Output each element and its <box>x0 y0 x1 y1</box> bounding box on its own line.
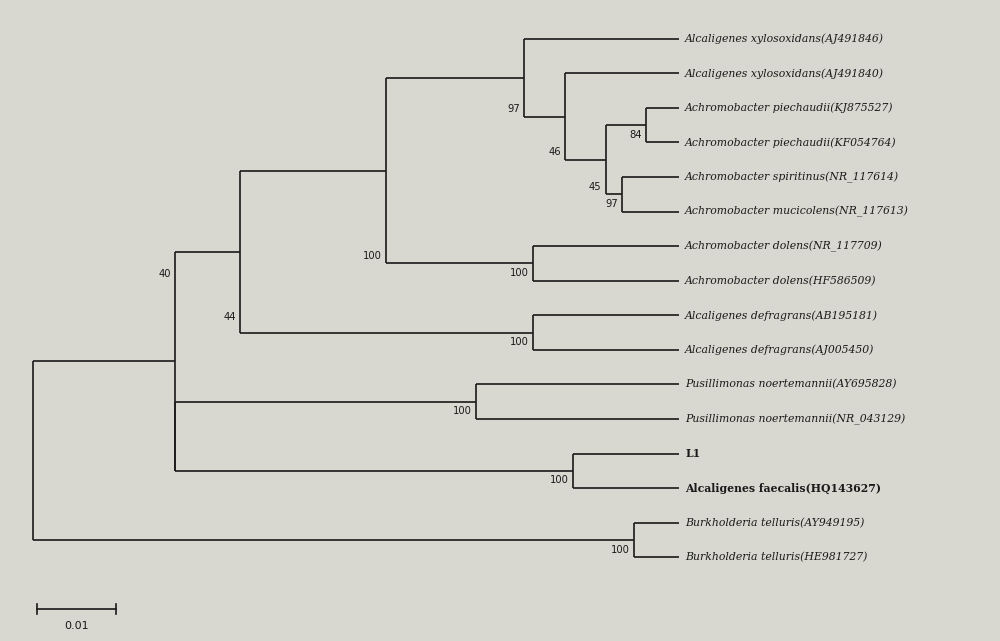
Text: 44: 44 <box>223 312 236 322</box>
Text: 84: 84 <box>630 129 642 140</box>
Text: Achromobacter piechaudii(KF054764): Achromobacter piechaudii(KF054764) <box>685 137 897 147</box>
Text: Alcaligenes defragrans(AB195181): Alcaligenes defragrans(AB195181) <box>685 310 878 320</box>
Text: 100: 100 <box>611 545 630 554</box>
Text: 100: 100 <box>510 337 528 347</box>
Text: 45: 45 <box>589 181 602 192</box>
Text: 97: 97 <box>508 104 520 113</box>
Text: 100: 100 <box>510 268 528 278</box>
Text: Burkholderia telluris(AY949195): Burkholderia telluris(AY949195) <box>685 517 865 528</box>
Text: Alcaligenes xylosoxidans(AJ491846): Alcaligenes xylosoxidans(AJ491846) <box>685 33 884 44</box>
Text: Burkholderia telluris(HE981727): Burkholderia telluris(HE981727) <box>685 552 868 562</box>
Text: 46: 46 <box>548 147 561 157</box>
Text: Pusillimonas noertemannii(AY695828): Pusillimonas noertemannii(AY695828) <box>685 379 897 390</box>
Text: 97: 97 <box>605 199 618 209</box>
Text: Alcaligenes defragrans(AJ005450): Alcaligenes defragrans(AJ005450) <box>685 345 875 355</box>
Text: Alcaligenes faecalis(HQ143627): Alcaligenes faecalis(HQ143627) <box>685 483 881 494</box>
Text: L1: L1 <box>685 448 701 459</box>
Text: Achromobacter dolens(NR_117709): Achromobacter dolens(NR_117709) <box>685 240 883 252</box>
Text: Achromobacter dolens(HF586509): Achromobacter dolens(HF586509) <box>685 276 877 286</box>
Text: 100: 100 <box>453 406 472 416</box>
Text: 40: 40 <box>158 269 171 279</box>
Text: 100: 100 <box>550 476 569 485</box>
Text: Pusillimonas noertemannii(NR_043129): Pusillimonas noertemannii(NR_043129) <box>685 413 906 425</box>
Text: 0.01: 0.01 <box>64 621 88 631</box>
Text: Achromobacter spiritinus(NR_117614): Achromobacter spiritinus(NR_117614) <box>685 171 899 183</box>
Text: 100: 100 <box>363 251 382 261</box>
Text: Achromobacter piechaudii(KJ875527): Achromobacter piechaudii(KJ875527) <box>685 103 894 113</box>
Text: Alcaligenes xylosoxidans(AJ491840): Alcaligenes xylosoxidans(AJ491840) <box>685 68 884 79</box>
Text: Achromobacter mucicolens(NR_117613): Achromobacter mucicolens(NR_117613) <box>685 206 909 217</box>
